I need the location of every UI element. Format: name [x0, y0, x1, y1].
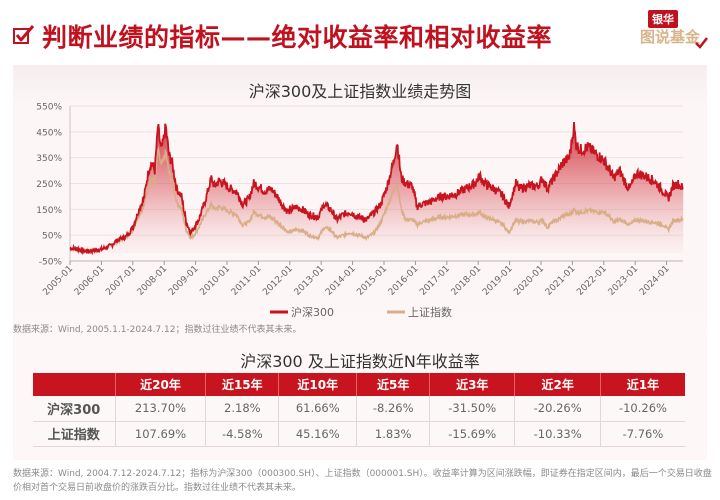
table-cell: -4.58%	[205, 421, 280, 447]
table-header-cell: 近15年	[205, 373, 280, 396]
svg-text:550%: 550%	[36, 103, 62, 113]
svg-text:-50%: -50%	[39, 258, 63, 268]
table-header-cell: 近1年	[600, 373, 685, 396]
legend-sh-label: 上证指数	[408, 305, 452, 319]
svg-text:350%: 350%	[36, 154, 62, 164]
logo-top-text: 银华	[648, 10, 678, 28]
x-axis: 2005-012006-012007-012008-012009-012010-…	[41, 260, 683, 298]
svg-text:2016-01: 2016-01	[387, 264, 421, 298]
sh-index-line	[69, 146, 684, 255]
svg-text:150%: 150%	[36, 206, 62, 216]
y-axis: -50% 50% 150% 250% 350% 450% 550%	[36, 103, 71, 268]
svg-text:2022-01: 2022-01	[575, 264, 609, 298]
returns-table: 近20年 近15年 近10年 近5年 近3年 近2年 近1年 沪深300 213…	[33, 373, 685, 447]
table-source-note: 数据来源：Wind, 2004.7.12-2024.7.12；指标为沪深300（…	[13, 469, 712, 493]
table-cell: -20.26%	[514, 396, 601, 422]
table-cell: 107.69%	[115, 421, 207, 447]
table-cell: -10.26%	[600, 396, 685, 422]
svg-text:2014-01: 2014-01	[324, 264, 358, 298]
page-title: 判断业绩的指标——绝对收益率和相对收益率	[42, 23, 553, 52]
performance-chart: -50% 50% 150% 250% 350% 450% 550% 2005-012006-…	[36, 103, 684, 319]
svg-text:2023-01: 2023-01	[607, 264, 641, 298]
page-header: 判断业绩的指标——绝对收益率和相对收益率 银华 图说基金	[0, 0, 720, 62]
table-cell: 213.70%	[115, 396, 207, 422]
svg-text:2018-01: 2018-01	[450, 264, 484, 298]
svg-text:2015-01: 2015-01	[355, 264, 389, 298]
svg-text:2010-01: 2010-01	[198, 264, 232, 298]
table-header-cell: 近5年	[356, 373, 431, 396]
table-header-row: 近20年 近15年 近10年 近5年 近3年 近2年 近1年	[33, 373, 685, 396]
brand-logo: 银华 图说基金	[640, 10, 710, 54]
chart-source-note: 数据来源：Wind, 2005.1.1-2024.7.12；指数过往业绩不代表其…	[13, 325, 302, 335]
svg-text:2006-01: 2006-01	[73, 264, 107, 298]
row-label: 上证指数	[33, 421, 116, 447]
svg-text:2008-01: 2008-01	[136, 264, 170, 298]
svg-text:2021-01: 2021-01	[544, 264, 578, 298]
svg-text:250%: 250%	[36, 180, 62, 190]
table-title: 沪深300 及上证指数近N年收益率	[240, 352, 480, 371]
chart-legend: 沪深300 上证指数	[270, 305, 452, 319]
table-header-cell: 近3年	[429, 373, 516, 396]
table-cell: 2.18%	[205, 396, 280, 422]
svg-text:2020-01: 2020-01	[512, 264, 546, 298]
svg-text:450%: 450%	[36, 128, 62, 138]
svg-text:2012-01: 2012-01	[261, 264, 295, 298]
logo-bottom-text: 图说基金	[640, 28, 701, 46]
svg-text:2007-01: 2007-01	[104, 264, 138, 298]
table-header-cell: 近10年	[278, 373, 358, 396]
svg-text:50%: 50%	[42, 232, 62, 242]
svg-text:2017-01: 2017-01	[418, 264, 452, 298]
table-row: 上证指数 107.69% -4.58% 45.16% 1.83% -15.69%…	[33, 421, 685, 447]
row-label: 沪深300	[33, 396, 116, 422]
table-cell: -15.69%	[429, 421, 516, 447]
table-cell: -8.26%	[356, 396, 431, 422]
svg-text:2019-01: 2019-01	[481, 264, 515, 298]
svg-text:2009-01: 2009-01	[167, 264, 201, 298]
table-cell: -31.50%	[429, 396, 516, 422]
checkbox-checked-icon	[13, 25, 35, 44]
table-header-cell: 近20年	[115, 373, 207, 396]
table-header-cell: 近2年	[514, 373, 601, 396]
logo-check-icon	[695, 37, 708, 49]
table-cell: -10.33%	[514, 421, 601, 447]
legend-hs300-label: 沪深300	[291, 305, 334, 319]
svg-text:2011-01: 2011-01	[230, 264, 264, 298]
hs300-line	[69, 122, 684, 256]
svg-text:2005-01: 2005-01	[41, 264, 75, 298]
chart-title: 沪深300及上证指数业绩走势图	[248, 82, 472, 101]
svg-text:2013-01: 2013-01	[293, 264, 327, 298]
svg-text:2024-01: 2024-01	[638, 264, 672, 298]
table-cell: 1.83%	[356, 421, 431, 447]
table-row: 沪深300 213.70% 2.18% 61.66% -8.26% -31.50…	[33, 396, 685, 422]
table-cell: 45.16%	[278, 421, 358, 447]
table-cell: -7.76%	[600, 421, 685, 447]
table-header-cell	[33, 373, 116, 396]
table-cell: 61.66%	[278, 396, 358, 422]
